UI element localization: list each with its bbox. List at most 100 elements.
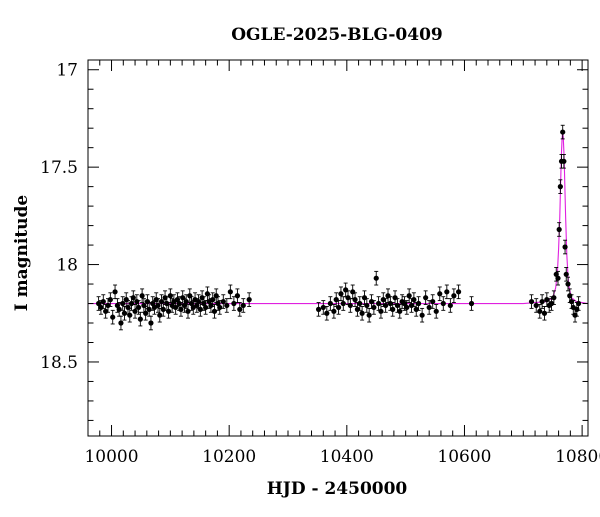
data-point xyxy=(560,124,566,140)
data-point xyxy=(343,282,349,298)
data-point xyxy=(357,296,363,311)
data-marker xyxy=(331,308,337,314)
data-marker xyxy=(194,302,200,309)
data-marker xyxy=(444,289,450,295)
data-marker xyxy=(575,300,582,307)
x-tick-label: 10800 xyxy=(555,447,600,467)
data-point xyxy=(361,290,368,305)
data-point xyxy=(373,270,379,286)
data-point xyxy=(352,292,358,307)
data-point xyxy=(335,300,342,315)
data-marker xyxy=(430,298,436,305)
data-marker xyxy=(368,298,375,305)
data-marker xyxy=(181,302,188,309)
data-marker xyxy=(537,308,543,314)
data-point xyxy=(327,296,333,311)
data-marker xyxy=(240,302,246,309)
data-marker xyxy=(320,304,326,311)
tick-labels: 10000 10200 10400 10600 10800 17 17.5 18 18.5 xyxy=(40,61,600,467)
data-point xyxy=(433,304,439,319)
data-marker xyxy=(335,304,342,311)
data-marker xyxy=(468,300,475,307)
data-marker xyxy=(185,308,191,314)
data-marker xyxy=(539,298,545,305)
data-marker xyxy=(401,300,408,307)
data-marker xyxy=(404,304,410,311)
data-marker xyxy=(333,297,339,303)
y-tick-label: 18.5 xyxy=(40,353,78,373)
x-tick-label: 10000 xyxy=(84,447,138,467)
data-marker xyxy=(146,306,152,312)
data-marker xyxy=(548,300,555,307)
data-point xyxy=(237,302,243,317)
data-point xyxy=(120,296,126,311)
data-point xyxy=(556,222,562,237)
data-point xyxy=(415,296,422,311)
data-marker xyxy=(392,295,398,301)
data-marker xyxy=(375,300,382,307)
data-point xyxy=(468,296,475,311)
data-marker xyxy=(406,293,412,299)
data-marker xyxy=(121,310,128,316)
data-marker xyxy=(203,304,209,311)
data-marker xyxy=(345,295,351,301)
data-point xyxy=(551,290,557,305)
data-point xyxy=(539,294,545,309)
x-tick-label: 10400 xyxy=(320,447,374,467)
data-marker xyxy=(411,297,417,303)
data-point xyxy=(444,284,450,300)
x-tick-label: 10200 xyxy=(202,447,256,467)
data-marker xyxy=(201,300,207,307)
data-point xyxy=(404,300,410,315)
axes-layer xyxy=(87,59,589,437)
data-marker xyxy=(419,312,425,318)
data-marker xyxy=(135,304,142,311)
data-point xyxy=(399,294,405,309)
data-marker xyxy=(174,297,181,303)
data-point xyxy=(390,302,396,317)
data-point xyxy=(383,298,389,313)
data-marker xyxy=(394,302,401,309)
data-marker xyxy=(120,300,126,307)
data-point xyxy=(137,311,143,327)
data-point xyxy=(411,292,417,307)
y-tick-label: 17 xyxy=(56,61,78,81)
data-marker xyxy=(220,298,226,305)
data-point xyxy=(371,300,377,315)
data-marker xyxy=(224,302,230,309)
data-marker xyxy=(98,304,104,311)
data-marker xyxy=(217,304,223,311)
data-marker xyxy=(563,271,569,277)
plot-frame xyxy=(87,59,589,437)
data-marker xyxy=(562,244,568,250)
data-point xyxy=(224,298,230,313)
data-point xyxy=(385,288,391,303)
data-point xyxy=(575,296,582,311)
data-marker xyxy=(155,302,161,309)
data-marker xyxy=(114,302,121,309)
data-point xyxy=(350,284,356,300)
data-point xyxy=(423,290,429,305)
data-marker xyxy=(227,289,233,295)
y-tick-label: 17.5 xyxy=(40,158,78,178)
data-marker xyxy=(390,306,396,312)
data-point xyxy=(340,296,346,311)
data-marker xyxy=(315,306,322,312)
data-point xyxy=(565,276,571,292)
data-point xyxy=(406,288,412,303)
data-point xyxy=(419,307,425,323)
data-marker xyxy=(555,275,561,281)
data-marker xyxy=(533,302,539,309)
data-point xyxy=(132,304,138,319)
data-marker xyxy=(127,312,133,318)
data-marker xyxy=(118,320,124,326)
data-marker xyxy=(197,306,203,312)
data-point xyxy=(211,304,218,319)
data-marker xyxy=(553,271,559,277)
data-marker xyxy=(440,300,446,307)
data-marker xyxy=(210,297,216,303)
data-marker xyxy=(234,293,241,299)
data-point xyxy=(112,284,118,300)
data-marker xyxy=(167,293,173,299)
data-marker xyxy=(557,184,563,190)
